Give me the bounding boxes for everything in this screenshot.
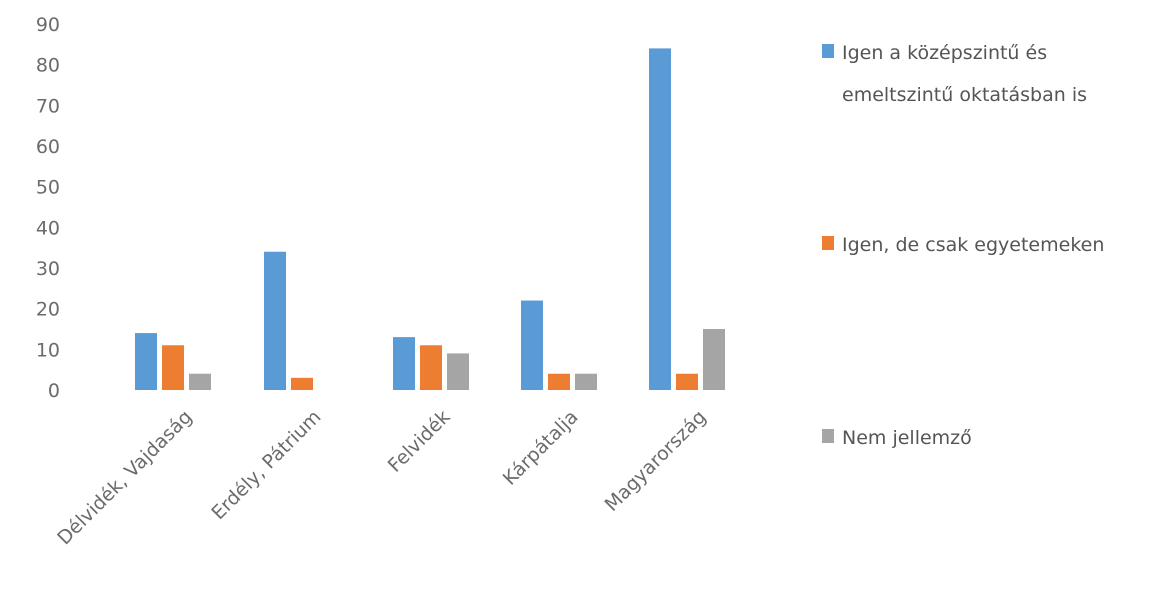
legend-swatch	[822, 44, 834, 58]
x-axis: Délvidék, Vajdaság Erdély, Pátrium Felvidé…	[53, 406, 710, 549]
bar	[291, 377, 313, 390]
legend-item: Igen, de csak egyetemeken	[822, 234, 1104, 256]
x-tick-label: Magyarország	[601, 406, 711, 516]
x-tick-label: Délvidék, Vajdaság	[53, 406, 196, 549]
y-tick-label: 60	[36, 136, 60, 158]
y-tick-label: 40	[36, 217, 60, 239]
legend-label: Nem jellemző	[842, 427, 972, 449]
y-tick-label: 30	[36, 258, 60, 280]
x-tick-label: Kárpátalja	[499, 406, 583, 490]
bar	[447, 353, 469, 390]
legend: Igen a középszintű és emeltszintű oktatás…	[822, 42, 1104, 449]
y-tick-label: 0	[48, 380, 60, 402]
bar	[420, 345, 442, 390]
legend-label-line: Igen a középszintű és	[842, 42, 1047, 64]
bar	[162, 345, 184, 390]
x-tick-label: Felvidék	[384, 406, 455, 477]
bar	[135, 333, 157, 390]
y-tick-label: 20	[36, 299, 60, 321]
y-axis: 0 10 20 30 40 50 60 70 80 90	[36, 14, 60, 402]
y-tick-label: 50	[36, 177, 60, 199]
bar	[548, 373, 570, 390]
bar	[703, 329, 725, 390]
bar	[676, 373, 698, 390]
bar	[393, 337, 415, 390]
legend-swatch	[822, 236, 834, 250]
bar	[575, 373, 597, 390]
y-tick-label: 10	[36, 339, 60, 361]
x-tick-label: Erdély, Pátrium	[207, 406, 325, 524]
bar	[521, 300, 543, 390]
legend-swatch	[822, 429, 834, 443]
legend-item: Igen a középszintű és emeltszintű oktatás…	[822, 42, 1087, 106]
legend-label-line: Nem jellemző	[842, 427, 972, 449]
legend-label: Igen a középszintű és emeltszintű oktatás…	[842, 42, 1087, 106]
legend-label-line: Igen, de csak egyetemeken	[842, 234, 1104, 256]
bar	[264, 251, 286, 390]
bars	[135, 48, 725, 391]
legend-label-line: emeltszintű oktatásban is	[842, 84, 1087, 106]
bar	[189, 373, 211, 390]
y-tick-label: 70	[36, 95, 60, 117]
bar	[649, 48, 671, 391]
y-tick-label: 80	[36, 55, 60, 77]
legend-item: Nem jellemző	[822, 427, 972, 449]
legend-label: Igen, de csak egyetemeken	[842, 234, 1104, 256]
y-tick-label: 90	[36, 14, 60, 36]
